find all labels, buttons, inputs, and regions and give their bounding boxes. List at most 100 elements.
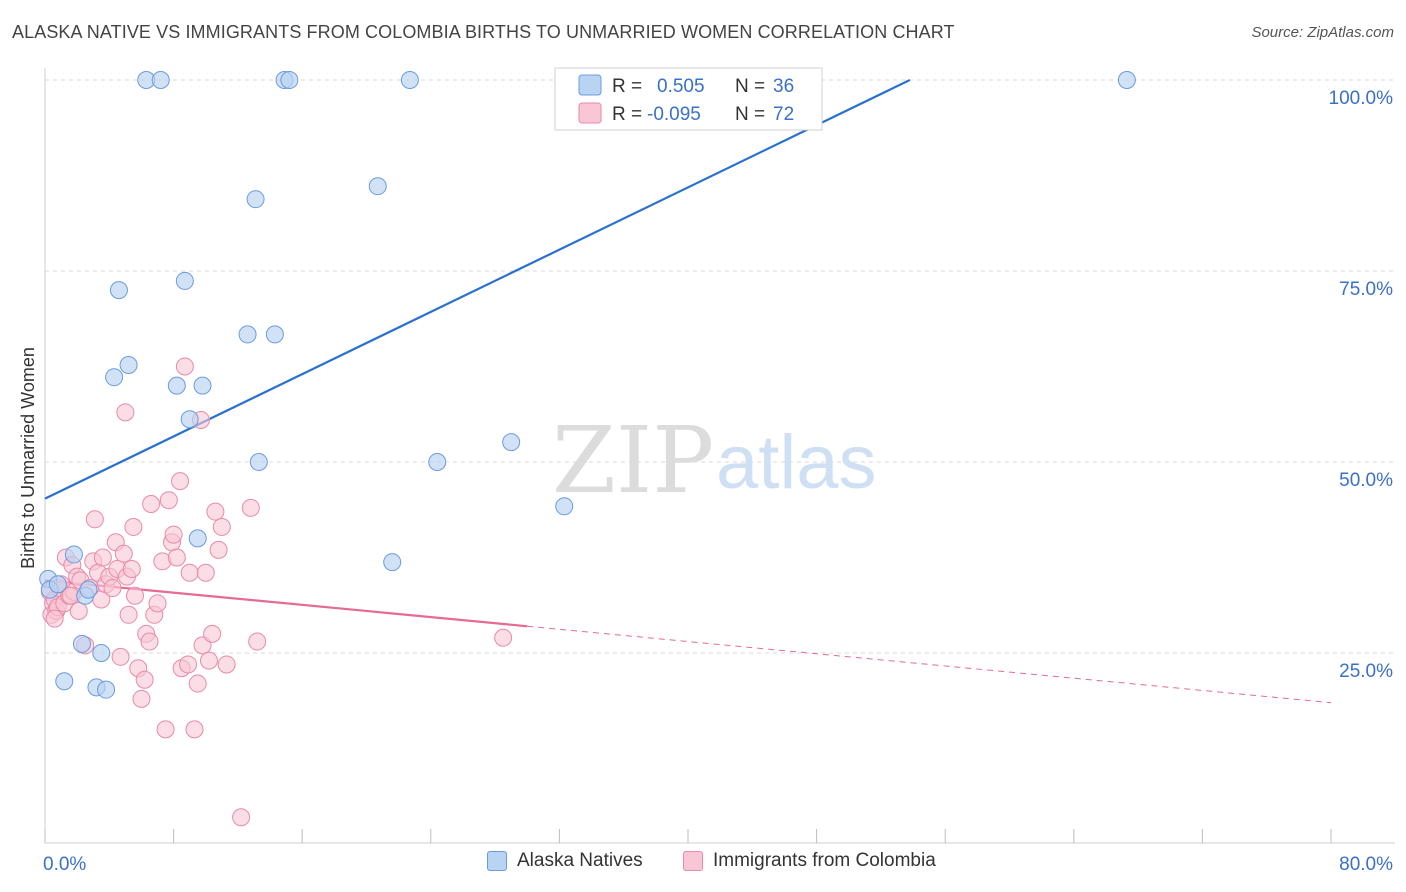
data-point-blue [249, 453, 268, 471]
legend-n-label: N = [735, 76, 765, 97]
data-point-pink [212, 517, 231, 536]
data-point-pink [185, 720, 204, 739]
data-point-blue [238, 325, 257, 344]
data-point-pink [167, 548, 186, 567]
data-point-blue [1117, 71, 1136, 89]
data-point-blue [246, 190, 265, 209]
points-immigrants-colombia [40, 357, 513, 827]
data-point-pink [494, 628, 513, 647]
data-point-blue [167, 376, 186, 395]
data-point-pink [180, 563, 199, 582]
data-point-blue [55, 672, 74, 691]
data-point-pink [159, 491, 178, 510]
data-point-blue [151, 71, 170, 89]
y-tick-label: 100.0% [1329, 88, 1394, 109]
legend-swatch-pink [578, 102, 602, 124]
data-point-blue [280, 71, 299, 89]
data-point-pink [156, 720, 175, 739]
trend-line-pink [44, 579, 528, 628]
data-point-pink [188, 674, 207, 693]
data-point-pink [179, 655, 198, 674]
legend-top: R = 0.505 N = 36 R = -0.095 N = 72 [554, 67, 823, 131]
data-point-blue [383, 553, 402, 572]
data-point-blue [97, 680, 116, 699]
y-tick-labels: 100.0% 75.0% 50.0% 25.0% [1329, 88, 1394, 682]
data-point-pink [217, 655, 236, 674]
legend-swatch-blue [578, 74, 602, 96]
data-point-blue [188, 529, 207, 548]
data-point-pink [193, 636, 212, 655]
data-point-pink [196, 563, 215, 582]
x-tick-labels: 0.0% 80.0% [43, 854, 1393, 875]
trend-line-pink-dashed [527, 625, 1332, 704]
data-point-pink [45, 609, 64, 628]
data-point-blue [105, 368, 124, 387]
data-point-pink [248, 632, 267, 651]
data-point-pink [135, 670, 154, 689]
data-point-pink [140, 632, 159, 651]
data-point-blue [502, 433, 521, 452]
legend-r-value: -0.095 [647, 104, 701, 125]
legend-n-value: 72 [773, 104, 794, 125]
x-tick-label: 80.0% [1339, 854, 1393, 875]
y-axis-label: Births to Unmarried Women [18, 347, 38, 569]
x-tick-label: 0.0% [43, 854, 86, 875]
data-point-blue [193, 376, 212, 395]
data-point-pink [142, 495, 161, 514]
trend-line-blue [44, 79, 911, 500]
legend-swatch-pink [683, 851, 703, 871]
data-point-pink [124, 517, 143, 536]
data-point-pink [103, 579, 122, 598]
data-point-pink [116, 403, 135, 422]
data-point-blue [175, 271, 194, 290]
data-point-blue [555, 497, 574, 516]
data-point-pink [111, 647, 130, 666]
data-point-pink [69, 601, 88, 620]
data-point-blue [79, 580, 98, 599]
watermark-zip: ZIP [552, 407, 714, 514]
data-point-blue [265, 325, 284, 344]
points-alaska-natives [39, 71, 1136, 699]
data-point-pink [171, 472, 190, 491]
legend-n-value: 36 [773, 76, 794, 97]
data-point-pink [93, 548, 112, 567]
data-point-pink [122, 559, 141, 578]
legend-r-value: 0.505 [657, 76, 705, 97]
data-point-pink [114, 544, 133, 563]
data-point-blue [368, 177, 387, 196]
source-credit: Source: ZipAtlas.com [1251, 24, 1394, 41]
axes [44, 68, 1395, 844]
data-point-pink [206, 502, 225, 521]
data-point-blue [109, 281, 128, 300]
data-point-blue [92, 644, 111, 662]
grid-lines [45, 79, 1395, 654]
legend-label: Immigrants from Colombia [713, 850, 936, 871]
trend-lines [44, 79, 1332, 704]
data-point-blue [180, 410, 199, 429]
legend-item-immigrants-colombia: Immigrants from Colombia [683, 850, 936, 872]
data-point-pink [85, 510, 104, 529]
data-point-blue [119, 355, 138, 374]
data-point-pink [175, 357, 194, 376]
data-point-pink [232, 808, 251, 827]
chart-title: ALASKA NATIVE VS IMMIGRANTS FROM COLOMBI… [12, 22, 955, 42]
y-tick-label: 75.0% [1339, 279, 1393, 300]
legend-swatch-blue [487, 851, 507, 871]
data-point-pink [119, 605, 138, 624]
data-point-blue [72, 634, 91, 653]
legend-label: Alaska Natives [517, 850, 643, 871]
legend-n-label: N = [735, 104, 765, 125]
data-point-blue [428, 453, 447, 471]
data-point-pink [132, 689, 151, 708]
legend-r-label: R = [612, 104, 642, 125]
data-point-blue [400, 71, 419, 89]
data-point-pink [203, 624, 222, 643]
data-point-pink [199, 651, 218, 670]
data-point-pink [209, 540, 228, 559]
data-point-pink [241, 498, 260, 517]
legend-item-alaska-natives: Alaska Natives [487, 850, 643, 872]
y-tick-label: 50.0% [1339, 470, 1393, 491]
data-point-pink [126, 586, 145, 605]
data-point-pink [164, 525, 183, 544]
